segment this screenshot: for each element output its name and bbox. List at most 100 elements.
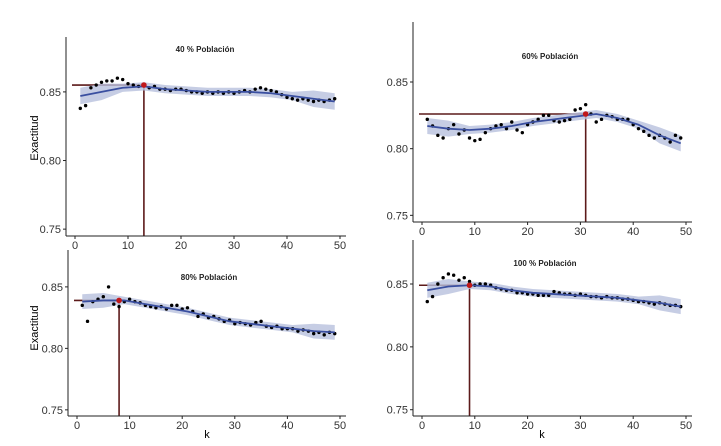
x-tick-label: 30 [228,240,240,252]
y-tick-label: 0.80 [40,156,61,168]
panel-60-poblacion: 0 10 20 30 40 50 0.75 0.80 0.85 60% Población [387,22,692,238]
data-point [499,122,503,127]
data-point [101,295,106,299]
y-axis-title: Exactitud [29,305,41,350]
data-point [290,97,294,101]
data-point [457,132,461,136]
x-tick-label: 40 [281,240,293,252]
data-point [312,331,316,336]
panel-title: 100 % Población [513,259,576,268]
x-tick-label: 30 [229,420,241,432]
data-point [117,304,121,309]
data-point [557,120,561,124]
data-point [311,99,316,104]
x-tick-label: 20 [175,240,187,252]
data-point [112,302,116,306]
data-point [269,88,273,93]
data-point [253,87,257,91]
data-point [483,282,488,286]
data-point [457,278,461,282]
y-tick-label: 0.85 [40,87,61,99]
panel-100-poblacion: 0 10 20 30 40 500.750.800.85 100 % Población … [387,240,692,441]
data-point [85,319,90,324]
y-tick-label: 0.80 [387,342,408,354]
x-tick-label: 10 [122,240,134,252]
data-point [515,128,519,132]
x-tick-label: 40 [627,226,639,238]
panel-title: 80% Población [181,273,238,282]
data-point [258,86,263,90]
data-point [295,98,300,102]
optimal-point [582,111,589,117]
x-tick-label: 40 [281,420,293,432]
data-point [264,87,268,91]
data-point [504,126,509,131]
x-tick-label: 20 [521,420,533,432]
data-point [647,133,651,138]
x-tick-label: 0 [74,420,80,432]
x-tick-label: 40 [627,420,639,432]
y-tick-label: 0.85 [387,77,408,89]
data-point [451,273,456,277]
data-point [536,293,540,298]
data-point [274,90,279,94]
data-point [483,130,488,135]
data-point [105,79,109,83]
data-point [673,133,678,138]
data-point [536,117,540,122]
data-point [541,293,546,298]
panel-40-poblacion: 0 10 20 30 40 50 0.75 0.80 0.85 40 % Población E… [29,37,346,252]
y-tick-label: 0.75 [387,210,408,222]
data-point [175,303,179,308]
y-tick-label: 0.85 [387,279,408,291]
x-axis-title: k [539,429,545,441]
data-point [467,279,472,284]
data-point [467,136,472,140]
x-tick-label: 20 [176,420,188,432]
data-point [126,81,130,86]
data-point [636,126,641,131]
optimal-point [116,297,122,304]
x-tick-label: 20 [521,226,533,238]
data-point [599,117,604,122]
x-tick-label: 30 [574,420,586,432]
data-point [652,136,657,140]
data-point [169,303,174,308]
panel-title: 60% Población [522,52,579,61]
data-point [583,102,588,107]
data-point [333,97,337,101]
data-point [552,289,556,294]
x-tick-label: 0 [72,240,78,252]
data-point [121,77,125,82]
data-point [131,83,135,87]
data-point [441,276,445,280]
data-point [478,282,482,286]
data-point [322,333,326,337]
data-point [652,302,657,306]
data-point [568,117,572,122]
data-point [430,294,435,299]
data-point [573,108,577,112]
data-point [494,124,498,128]
confidence-band [427,278,681,315]
data-point [642,129,646,134]
data-point [425,117,429,122]
data-point [89,86,93,90]
x-tick-label: 10 [469,420,481,432]
panel-title: 40 % Población [176,45,235,54]
data-point [578,106,583,111]
data-point [196,314,200,319]
data-point [451,122,456,127]
data-point [285,95,289,100]
data-point [83,103,88,108]
data-point [106,285,111,289]
panel-80-poblacion: 0 10 20 30 40 50 0.75 0.80 0.85 80% Población Ex… [29,250,346,441]
data-point [110,79,114,83]
smooth-trend-line [82,299,335,334]
smooth-trend-line [80,85,335,103]
data-point [306,98,310,102]
data-point [668,140,672,144]
data-point [185,306,190,310]
x-tick-label: 50 [680,420,692,432]
y-tick-label: 0.75 [42,405,63,417]
